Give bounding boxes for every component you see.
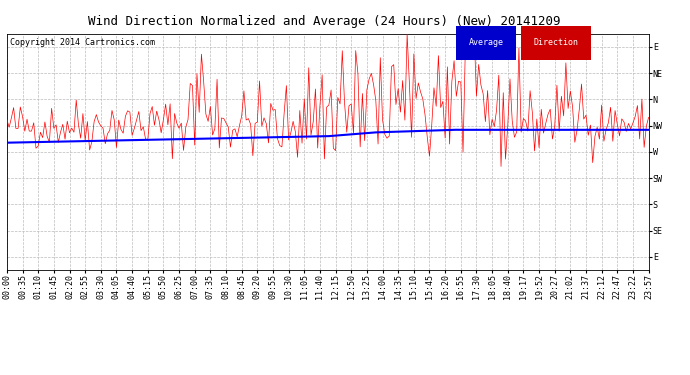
Text: Average: Average: [469, 39, 504, 48]
Text: Wind Direction Normalized and Average (24 Hours) (New) 20141209: Wind Direction Normalized and Average (2…: [88, 15, 560, 28]
Text: Copyright 2014 Cartronics.com: Copyright 2014 Cartronics.com: [10, 39, 155, 48]
Text: Direction: Direction: [533, 39, 578, 48]
